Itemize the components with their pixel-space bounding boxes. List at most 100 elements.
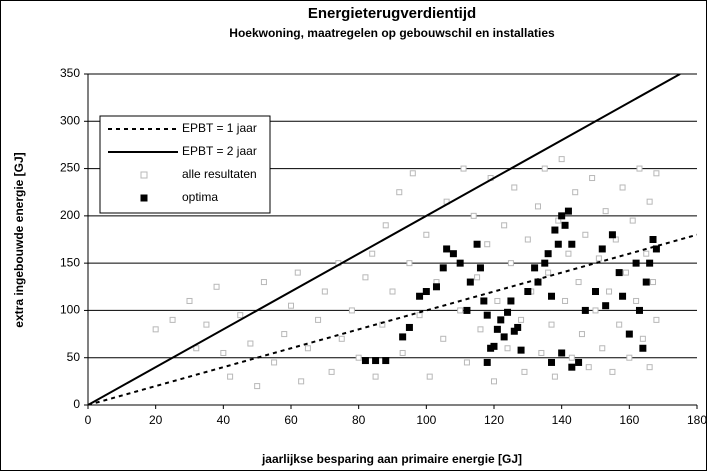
result-point <box>460 165 467 172</box>
legend-label: EPBT = 1 jaar <box>182 121 257 135</box>
result-point <box>382 222 389 229</box>
x-tick-label: 20 <box>149 413 163 427</box>
result-point <box>538 349 545 356</box>
plot-marks <box>88 74 697 405</box>
epbt-line <box>88 233 697 405</box>
result-point <box>653 316 660 323</box>
optimum-point <box>561 221 569 229</box>
x-tick-label: 120 <box>484 413 504 427</box>
optimum-point <box>646 259 654 267</box>
optimum-point <box>635 306 643 314</box>
result-point <box>372 373 379 380</box>
optimum-point <box>581 306 589 314</box>
optimum-point <box>548 292 556 300</box>
optimum-point <box>463 306 471 314</box>
optimum-point <box>476 264 484 272</box>
optimum-point <box>382 357 390 365</box>
y-tick-label: 150 <box>60 255 80 269</box>
legend-label: EPBT = 2 jaar <box>182 144 257 158</box>
result-point <box>524 236 531 243</box>
optimum-point <box>443 245 451 253</box>
x-tick-label: 180 <box>687 413 707 427</box>
x-tick-label: 40 <box>217 413 231 427</box>
optimum-point <box>449 250 457 258</box>
optimum-point <box>554 240 562 248</box>
optimum-point <box>517 346 525 354</box>
optimum-point <box>642 278 650 286</box>
x-tick-label: 0 <box>85 413 92 427</box>
optimum-point <box>524 288 532 296</box>
optimum-point <box>361 357 369 365</box>
optimum-point <box>544 250 552 258</box>
result-point <box>551 373 558 380</box>
x-tick-label: 100 <box>416 413 436 427</box>
result-point <box>650 279 657 286</box>
optimum-point <box>405 323 413 331</box>
result-point <box>578 331 585 338</box>
result-point <box>298 378 305 385</box>
result-point <box>592 307 599 314</box>
result-point <box>406 260 413 267</box>
result-point <box>629 217 636 224</box>
optimum-point <box>500 333 508 341</box>
result-point <box>575 279 582 286</box>
y-tick-label: 200 <box>60 208 80 222</box>
result-point <box>633 297 640 304</box>
result-point <box>237 312 244 319</box>
result-point <box>602 208 609 215</box>
optimum-point <box>615 269 623 277</box>
optimum-point <box>602 302 610 310</box>
optimum-point <box>625 330 633 338</box>
result-point <box>606 288 613 295</box>
result-point <box>227 373 234 380</box>
result-point <box>534 203 541 210</box>
result-point <box>193 345 200 352</box>
result-point <box>521 368 528 375</box>
result-point <box>463 359 470 366</box>
epbt-line <box>88 74 681 405</box>
optimum-point <box>422 288 430 296</box>
optimum-point <box>439 264 447 272</box>
result-point <box>328 368 335 375</box>
result-point <box>626 354 633 361</box>
optimum-point <box>564 207 572 215</box>
result-point <box>355 354 362 361</box>
result-point <box>470 212 477 219</box>
result-point <box>409 170 416 177</box>
result-point <box>562 297 569 304</box>
result-point <box>440 335 447 342</box>
result-point <box>477 326 484 333</box>
result-point <box>348 307 355 314</box>
optimum-point <box>480 297 488 305</box>
result-point <box>582 231 589 238</box>
optimum-point <box>514 323 522 331</box>
chart-title: Energieterugverdientijd <box>308 5 476 22</box>
result-point <box>646 198 653 205</box>
result-point <box>589 175 596 182</box>
optimum-point <box>372 357 380 365</box>
y-tick-label: 100 <box>60 303 80 317</box>
optimum-point <box>466 278 474 286</box>
result-point <box>548 321 555 328</box>
optimum-point <box>558 349 566 357</box>
optimum-point <box>399 333 407 341</box>
result-point <box>474 274 481 281</box>
x-tick-label: 80 <box>352 413 366 427</box>
optimum-point <box>592 288 599 296</box>
optimum-point <box>497 316 505 324</box>
result-point <box>609 368 616 375</box>
result-point <box>565 250 572 257</box>
result-point <box>362 274 369 281</box>
result-point <box>504 345 511 352</box>
result-point <box>281 331 288 338</box>
x-tick-label: 140 <box>552 413 572 427</box>
result-point <box>639 335 646 342</box>
result-point <box>396 189 403 196</box>
result-point <box>636 165 643 172</box>
optimum-point <box>598 245 606 253</box>
optimum-point <box>568 240 576 248</box>
result-point <box>507 260 514 267</box>
optimum-point <box>483 311 491 319</box>
result-point <box>416 312 423 319</box>
